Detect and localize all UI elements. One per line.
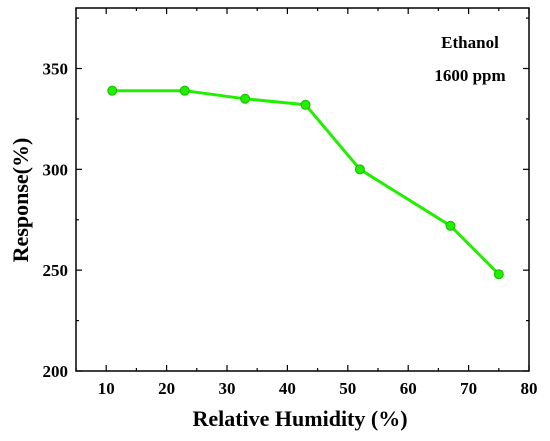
plot-frame: [75, 7, 530, 372]
x-tick-label: 40: [279, 379, 296, 398]
x-axis-title: Relative Humidity (%): [192, 406, 407, 431]
data-point: [179, 85, 190, 96]
data-point: [240, 93, 251, 104]
plot-border: [75, 7, 530, 372]
x-tick-label: 10: [98, 379, 115, 398]
series-points: [107, 85, 504, 280]
tick-labels: 10 20 30 40 50 60 70 80 200 250 300 350: [43, 60, 538, 399]
x-tick-label: 50: [339, 379, 356, 398]
y-tick-label: 200: [43, 362, 69, 381]
y-tick-label: 300: [43, 160, 69, 179]
x-tick-label: 20: [158, 379, 175, 398]
data-point: [493, 269, 504, 280]
series-line: [112, 89, 500, 276]
x-tick-label: 60: [400, 379, 417, 398]
x-tick-label: 30: [219, 379, 236, 398]
annotation-analyte: Ethanol: [441, 33, 499, 52]
data-point: [107, 85, 118, 96]
x-tick-label: 80: [521, 379, 538, 398]
x-tick-label: 70: [460, 379, 477, 398]
data-point: [445, 220, 456, 231]
axis-ticks: [75, 8, 530, 372]
y-tick-label: 350: [43, 60, 69, 79]
data-point: [300, 99, 311, 110]
y-axis-title: Response(%): [8, 138, 33, 263]
data-point: [354, 164, 365, 175]
series-lines: [112, 89, 500, 276]
annotation-concentration: 1600 ppm: [434, 66, 505, 85]
y-tick-label: 250: [43, 261, 69, 280]
